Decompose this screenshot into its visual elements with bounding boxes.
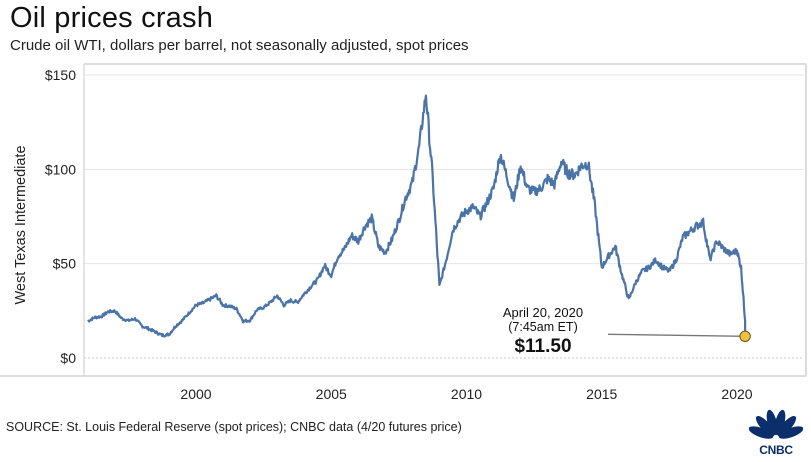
y-axis-ticks: $0 $50 $100 $150 — [45, 67, 76, 366]
x-tick-label: 2005 — [316, 386, 347, 402]
x-axis-ticks: 2000 2005 2010 2015 2020 — [180, 386, 752, 402]
annotation-date: April 20, 2020 — [503, 305, 583, 320]
peacock-feather — [777, 415, 797, 437]
series-group — [87, 94, 747, 338]
plot-frame — [0, 63, 807, 377]
cnbc-peacock-logo-icon: CNBC — [749, 409, 803, 456]
chart-subtitle: Crude oil WTI, dollars per barrel, not s… — [10, 37, 469, 54]
annotation-time: (7:45am ET) — [508, 320, 577, 334]
y-tick-label: $150 — [45, 67, 76, 83]
annotation-leader-line — [607, 333, 746, 337]
y-tick-label: $100 — [45, 161, 76, 177]
annotation-marker — [739, 330, 751, 343]
cnbc-logo-text: CNBC — [759, 443, 793, 456]
series-line-wti — [87, 94, 747, 338]
peacock-feather — [774, 409, 786, 436]
y-tick-label: $50 — [53, 256, 77, 272]
peacock-feather — [755, 415, 775, 437]
gridlines — [84, 74, 804, 359]
peacock-feather — [749, 426, 774, 439]
source-note: SOURCE: St. Louis Federal Reserve (spot … — [6, 420, 462, 434]
x-tick-label: 2020 — [721, 386, 752, 402]
chart-title: Oil prices crash — [10, 2, 214, 34]
x-tick-label: 2010 — [451, 386, 482, 402]
peacock-feather — [778, 426, 803, 439]
y-tick-label: $0 — [60, 350, 76, 366]
price-annotation: April 20, 2020 (7:45am ET) $11.50 — [503, 305, 751, 357]
y-axis-label: West Texas Intermediate — [13, 145, 29, 304]
x-tick-label: 2000 — [180, 386, 211, 402]
x-tick-label: 2015 — [586, 386, 617, 402]
annotation-price: $11.50 — [514, 336, 571, 357]
